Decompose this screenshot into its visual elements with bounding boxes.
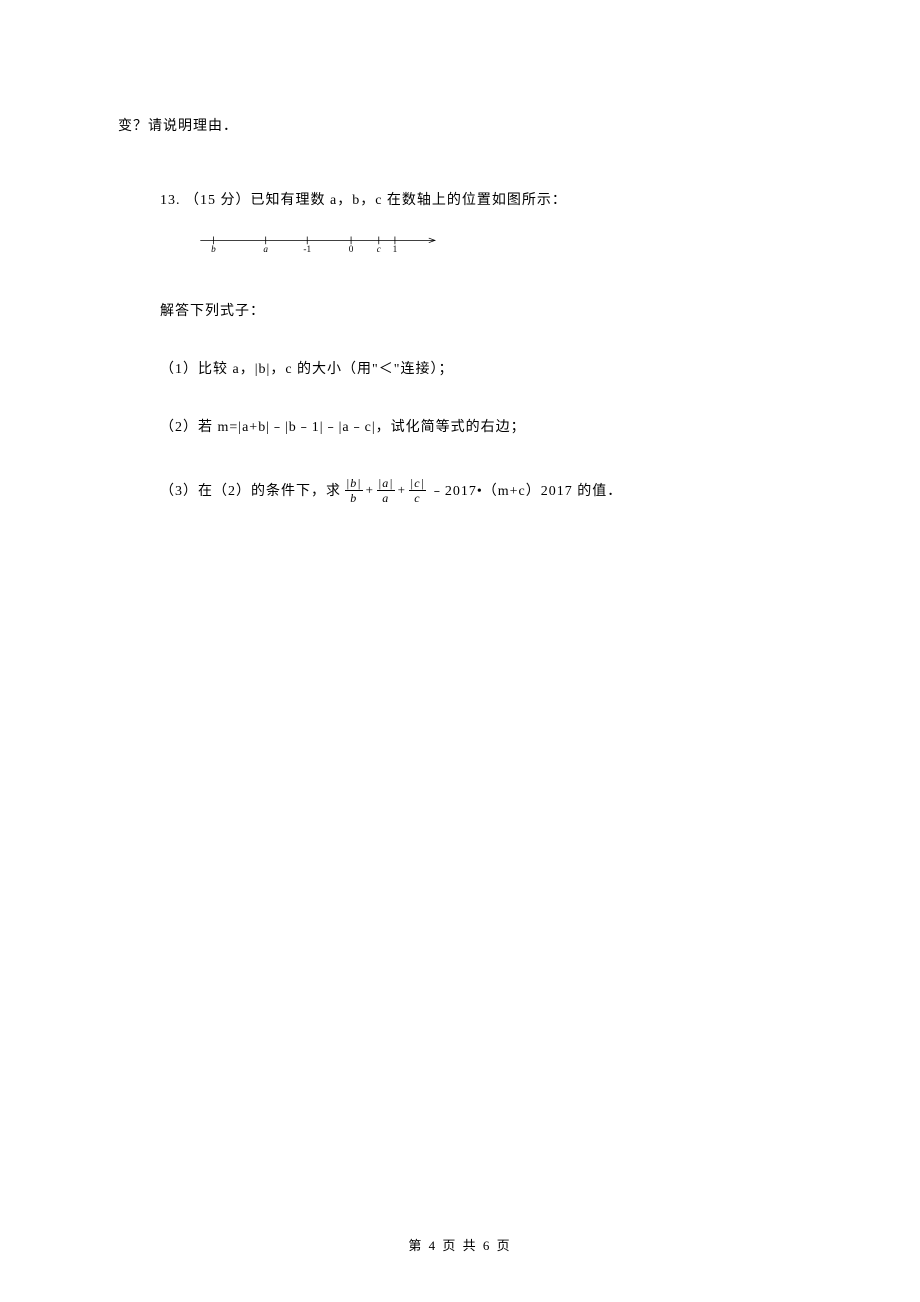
fraction-expression: |b| b + |a| a + |c| c [345,477,426,504]
sub1-text: 比较 a，|b|，c 的大小（用"＜"连接）； [198,362,453,377]
page-content: 变？请说明理由． 13. （15 分）已知有理数 a，b，c 在数轴上的位置如图… [118,115,808,506]
fraction-1: |b| b [345,477,363,504]
sub3-prefix: （3）在（2）的条件下，求 [160,480,341,500]
frac2-denominator: a [382,491,389,504]
plus-sign-2: + [398,482,406,498]
sub3-suffix: ﹣2017•（m+c）2017 的值． [430,480,622,500]
sub-question-1: （1）比较 a，|b|，c 的大小（用"＜"连接）； [160,358,808,378]
frac2-numerator: |a| [377,477,395,491]
fraction-3: |c| c [409,477,426,504]
question-stem-text: 已知有理数 a，b，c 在数轴上的位置如图所示： [251,193,567,208]
svg-text:-1: -1 [303,244,311,254]
question-points: （15 分） [185,193,251,208]
number-line-figure: b a -1 0 c 1 [160,235,808,260]
footer-mid: 页 共 [437,1238,483,1253]
page-footer: 第 4 页 共 6 页 [0,1235,920,1254]
prior-question-fragment: 变？请说明理由． [118,115,808,135]
footer-suffix: 页 [491,1238,511,1253]
frac3-numerator: |c| [409,477,426,491]
frac1-denominator: b [350,491,357,504]
svg-text:c: c [377,244,381,254]
question-number: 13. [160,193,181,208]
sub2-text: 若 m=|a+b|﹣|b﹣1|﹣|a﹣c|，试化简等式的右边； [198,420,526,435]
answer-prompt: 解答下列式子： [160,300,808,320]
svg-text:0: 0 [349,244,354,254]
footer-prefix: 第 [408,1238,428,1253]
sub-question-2: （2）若 m=|a+b|﹣|b﹣1|﹣|a﹣c|，试化简等式的右边； [160,416,808,436]
number-line-svg: b a -1 0 c 1 [160,235,476,255]
fraction-2: |a| a [377,477,395,504]
sub1-label: （1） [160,362,198,377]
sub-question-3: （3）在（2）的条件下，求 |b| b + |a| a + |c| c ﹣201… [160,474,808,506]
frac3-denominator: c [414,491,420,504]
sub2-label: （2） [160,420,198,435]
svg-text:1: 1 [393,244,398,254]
svg-text:a: a [263,244,268,254]
plus-sign-1: + [366,482,374,498]
frac1-numerator: |b| [345,477,363,491]
question-13-stem: 13. （15 分）已知有理数 a，b，c 在数轴上的位置如图所示： [160,189,808,209]
svg-text:b: b [211,244,216,254]
footer-current-page: 4 [429,1238,438,1253]
